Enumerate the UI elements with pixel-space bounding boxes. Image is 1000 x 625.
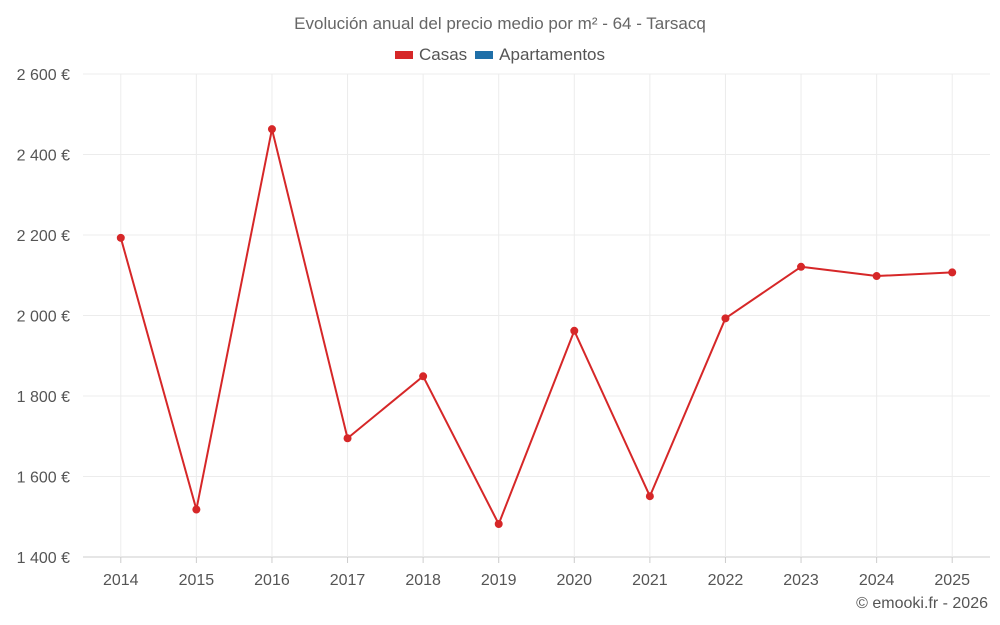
x-tick-label: 2019 [481, 572, 517, 589]
legend: Casas Apartamentos [0, 45, 1000, 65]
y-tick-label: 1 600 € [17, 470, 70, 487]
x-tick-label: 2025 [934, 572, 970, 589]
data-point [872, 272, 881, 281]
data-point [192, 505, 201, 514]
data-point [948, 268, 957, 277]
x-tick-label: 2022 [708, 572, 744, 589]
data-point [267, 125, 276, 134]
legend-swatch-apartamentos [475, 51, 494, 59]
chart-title: Evolución anual del precio medio por m² … [294, 14, 706, 33]
data-point [721, 314, 730, 323]
data-point [797, 262, 806, 271]
legend-item-casas[interactable]: Casas [394, 45, 468, 65]
x-tick-label: 2017 [330, 572, 366, 589]
x-tick-label: 2014 [103, 572, 139, 589]
legend-item-apartamentos[interactable]: Apartamentos [475, 45, 605, 65]
y-tick-label: 2 200 € [17, 228, 70, 245]
data-point [419, 372, 428, 381]
data-point [494, 519, 503, 528]
y-tick-label: 2 400 € [17, 148, 70, 165]
data-point [570, 326, 579, 335]
data-point [116, 233, 125, 242]
y-tick-label: 1 800 € [17, 389, 70, 406]
x-tick-label: 2020 [556, 572, 592, 589]
legend-swatch-casas [394, 51, 413, 59]
credit-text: © emooki.fr - 2026 [856, 595, 988, 612]
y-tick-label: 1 400 € [17, 550, 70, 567]
x-tick-label: 2023 [783, 572, 819, 589]
x-tick-label: 2018 [405, 572, 441, 589]
x-tick-label: 2016 [254, 572, 290, 589]
x-tick-label: 2015 [179, 572, 215, 589]
legend-label-apartamentos: Apartamentos [499, 45, 606, 64]
y-tick-label: 2 000 € [17, 309, 70, 326]
x-tick-label: 2024 [859, 572, 895, 589]
legend-label-casas: Casas [418, 45, 468, 64]
series-line-casas [119, 128, 953, 525]
data-point [645, 492, 654, 501]
data-point [343, 434, 352, 443]
y-tick-label: 2 600 € [17, 67, 70, 84]
x-tick-label: 2021 [632, 572, 668, 589]
